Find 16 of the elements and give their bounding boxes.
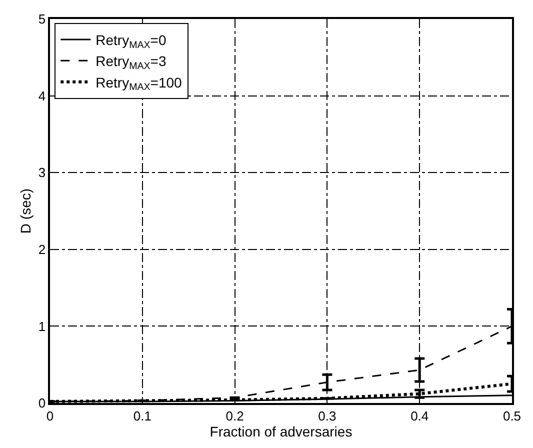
y-tick-label: 2: [38, 242, 46, 257]
y-tick-label: 4: [38, 88, 46, 104]
x-axis-title: Fraction of adversaries: [210, 423, 352, 440]
y-tick-label: 1: [38, 318, 46, 334]
x-tick-label: 0.1: [133, 408, 152, 424]
legend-label: Retry$_{MAX}$=0: [96, 32, 166, 51]
x-tick-label: 0.3: [318, 408, 336, 424]
x-tick-label: 0.4: [410, 408, 429, 424]
legend-label: Retry$_{MAX}$=3: [96, 53, 166, 72]
x-tick-label: 0.2: [226, 408, 244, 424]
x-tick-label: 0.5: [502, 408, 522, 424]
y-axis-title: D (sec): [18, 188, 34, 234]
y-tick-label: 5: [38, 12, 46, 27]
y-tick-label: 3: [38, 165, 46, 180]
legend-label: Retry$_{MAX}$=100: [96, 74, 182, 94]
y-tick-label: 0: [38, 396, 46, 411]
